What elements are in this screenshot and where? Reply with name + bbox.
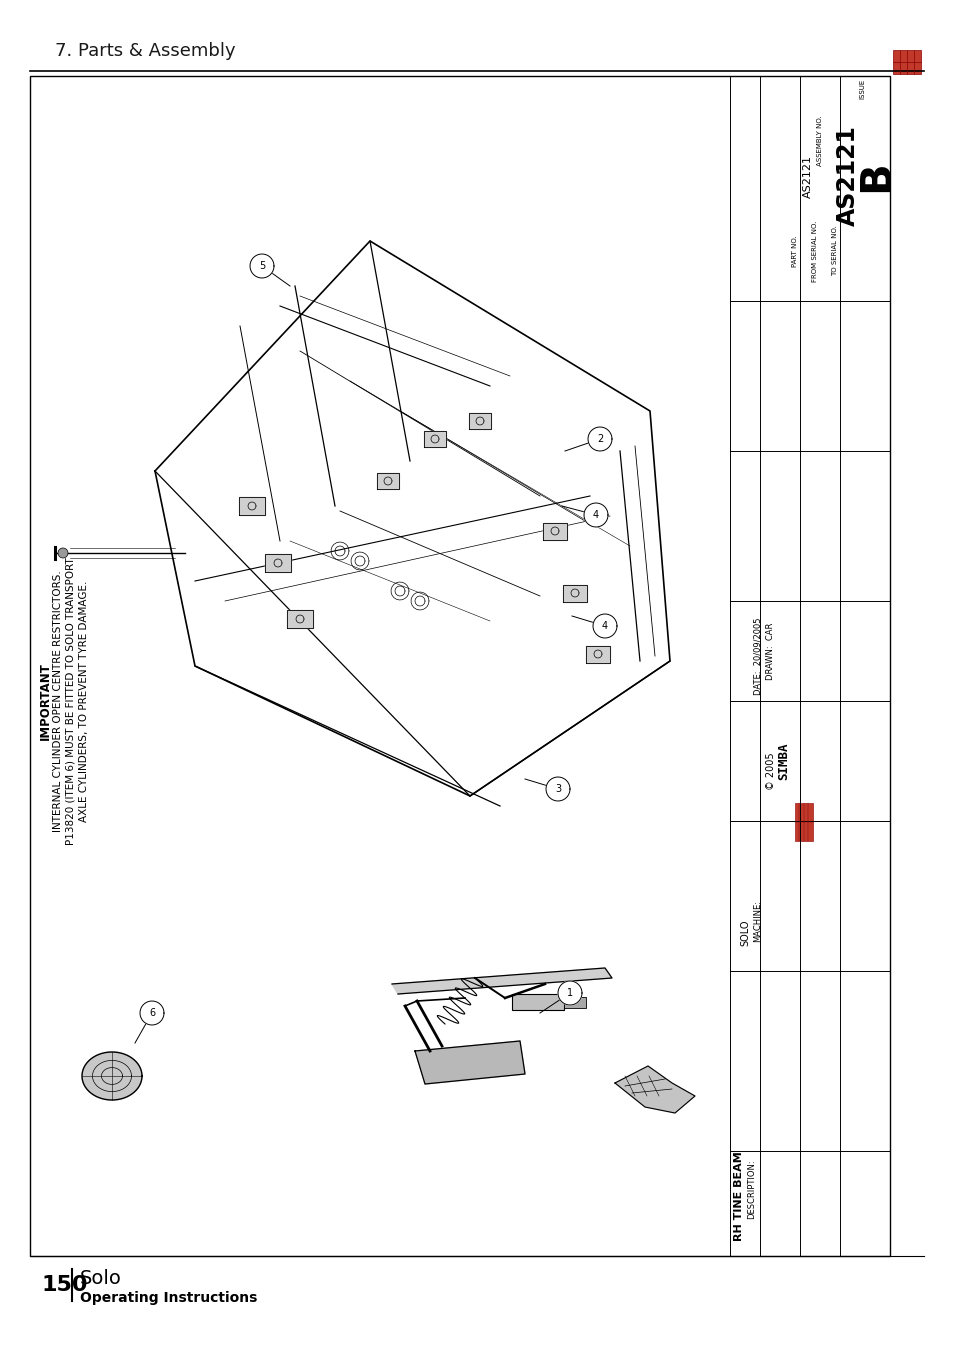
Polygon shape — [82, 1052, 142, 1100]
Polygon shape — [265, 554, 291, 571]
Polygon shape — [562, 585, 586, 601]
Circle shape — [58, 549, 68, 558]
Text: 4: 4 — [601, 621, 607, 631]
Polygon shape — [423, 431, 446, 447]
Bar — [512, 994, 563, 1011]
Polygon shape — [469, 413, 491, 430]
Text: DATE:  20/09/2005: DATE: 20/09/2005 — [753, 617, 761, 694]
Bar — [892, 50, 920, 74]
Text: ISSUE: ISSUE — [858, 78, 864, 99]
Text: AXLE CYLINDERS, TO PREVENT TYRE DAMAGE.: AXLE CYLINDERS, TO PREVENT TYRE DAMAGE. — [79, 581, 89, 821]
Text: 150: 150 — [42, 1275, 89, 1296]
Text: DRAWN:  CAR: DRAWN: CAR — [765, 623, 775, 680]
Text: TO SERIAL NO.: TO SERIAL NO. — [831, 226, 837, 277]
Polygon shape — [558, 981, 581, 1005]
Text: ASSEMBLY NO.: ASSEMBLY NO. — [816, 116, 822, 166]
Text: RH TINE BEAM: RH TINE BEAM — [733, 1151, 743, 1240]
Polygon shape — [542, 523, 566, 539]
Text: B: B — [854, 161, 896, 192]
Text: 2: 2 — [597, 434, 602, 444]
Text: 4: 4 — [593, 509, 598, 520]
Polygon shape — [415, 1042, 524, 1084]
Polygon shape — [587, 427, 612, 451]
Text: MACHINE:: MACHINE: — [753, 900, 761, 942]
Text: AS2121: AS2121 — [802, 154, 812, 197]
Text: FROM SERIAL NO.: FROM SERIAL NO. — [811, 220, 817, 282]
Text: PART NO.: PART NO. — [791, 235, 797, 267]
Polygon shape — [239, 497, 265, 515]
Text: DESCRIPTION:: DESCRIPTION: — [747, 1159, 756, 1219]
Polygon shape — [585, 646, 609, 662]
Polygon shape — [583, 503, 607, 527]
Text: P13820 (ITEM 6) MUST BE FITTED TO SOLO TRANSPORT: P13820 (ITEM 6) MUST BE FITTED TO SOLO T… — [66, 557, 76, 844]
Text: Operating Instructions: Operating Instructions — [80, 1292, 257, 1305]
Text: 1: 1 — [566, 988, 573, 998]
Polygon shape — [545, 777, 569, 801]
Text: SOLO: SOLO — [740, 920, 749, 946]
Bar — [30, 76, 889, 1256]
Text: AS2121: AS2121 — [835, 126, 859, 227]
Polygon shape — [392, 969, 612, 994]
Polygon shape — [250, 254, 274, 278]
Polygon shape — [376, 473, 398, 489]
Polygon shape — [140, 1001, 164, 1025]
Bar — [794, 802, 812, 842]
Text: Solo: Solo — [80, 1269, 122, 1288]
Text: © 2005: © 2005 — [765, 753, 775, 790]
Text: SIMBA: SIMBA — [777, 742, 790, 780]
Text: 6: 6 — [149, 1008, 155, 1019]
Polygon shape — [593, 613, 617, 638]
Text: IMPORTANT: IMPORTANT — [38, 662, 51, 740]
Text: 5: 5 — [258, 261, 265, 272]
Text: 7. Parts & Assembly: 7. Parts & Assembly — [55, 42, 235, 59]
Polygon shape — [615, 1066, 695, 1113]
Text: INTERNAL CYLINDER OPEN CENTRE RESTRICTORS.: INTERNAL CYLINDER OPEN CENTRE RESTRICTOR… — [53, 570, 63, 832]
Text: 3: 3 — [555, 784, 560, 794]
Bar — [563, 997, 585, 1008]
Polygon shape — [287, 611, 313, 628]
